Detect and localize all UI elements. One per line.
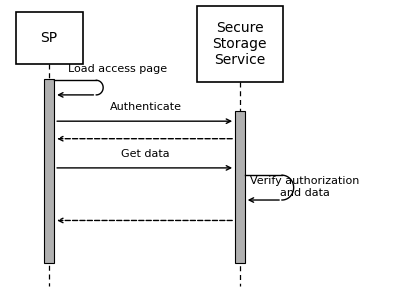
Text: SP: SP bbox=[40, 31, 58, 45]
Text: Secure
Storage
Service: Secure Storage Service bbox=[213, 21, 267, 67]
Bar bbox=[235, 111, 245, 263]
Bar bbox=[196, 6, 283, 82]
Text: Authenticate: Authenticate bbox=[109, 102, 182, 112]
Text: Load access page: Load access page bbox=[68, 65, 167, 74]
Text: Verify authorization
and data: Verify authorization and data bbox=[250, 176, 359, 198]
Bar bbox=[16, 12, 83, 64]
Text: Get data: Get data bbox=[121, 149, 170, 159]
Bar bbox=[44, 79, 54, 263]
